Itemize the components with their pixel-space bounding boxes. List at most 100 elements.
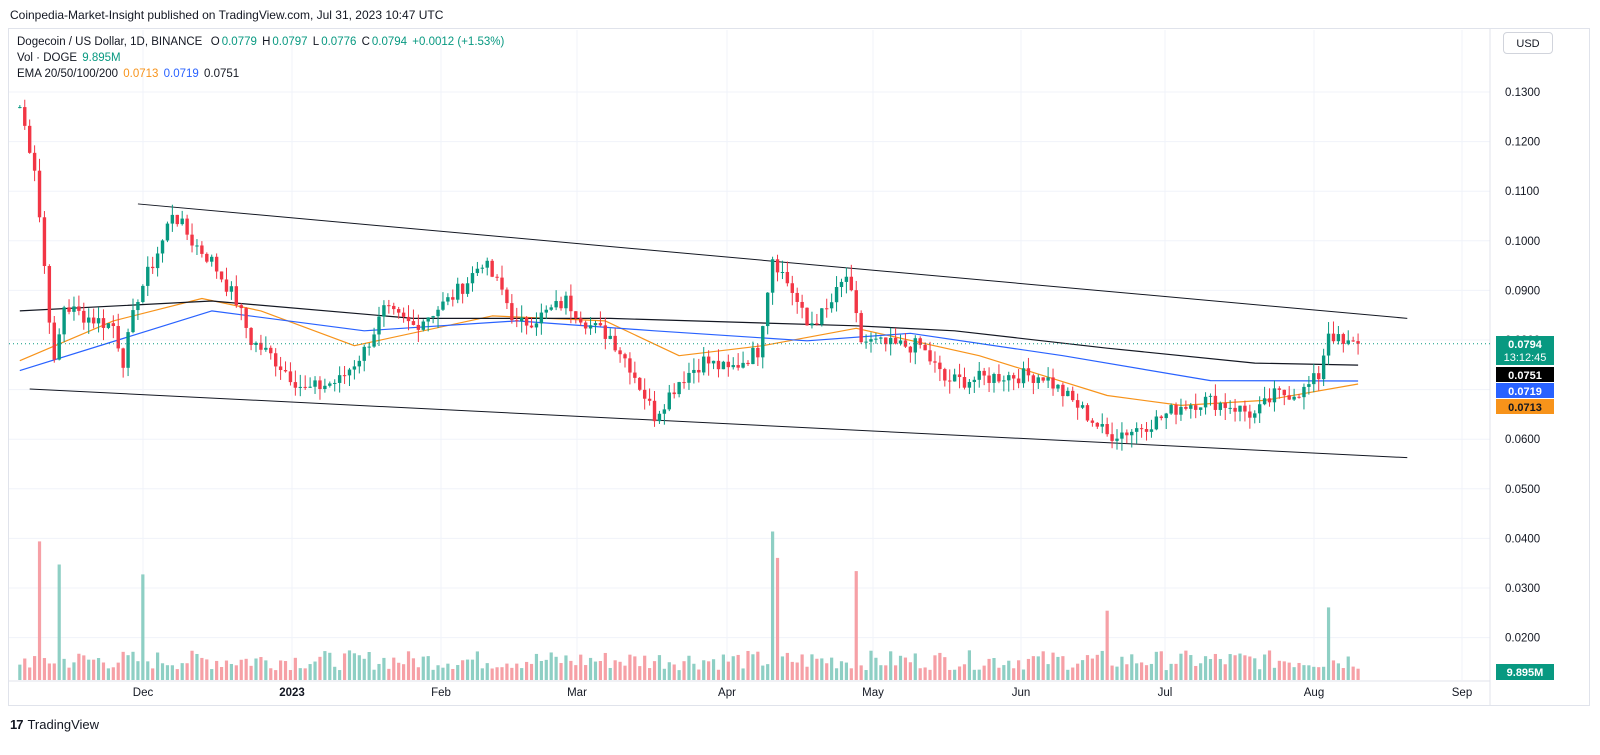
candle-body <box>1223 402 1227 408</box>
candle-body <box>534 323 539 328</box>
candle-body <box>1213 395 1218 410</box>
low-label: L <box>312 36 320 48</box>
candle-body <box>1144 429 1149 432</box>
volume-bar <box>1080 660 1085 680</box>
volume-bar <box>574 665 578 680</box>
volume-bar <box>623 665 627 680</box>
candle-body <box>460 283 465 294</box>
candle-body <box>657 413 662 422</box>
candle-body <box>23 107 27 126</box>
time-tick-label: Jun <box>1012 687 1031 699</box>
candle-body <box>992 374 996 383</box>
volume-bar <box>87 659 91 680</box>
price-tick-label: 0.0900 <box>1505 285 1540 297</box>
candle-body <box>780 271 785 273</box>
volume-bar <box>657 655 662 680</box>
volume-bar <box>805 666 809 680</box>
candle-body <box>593 323 598 326</box>
volume-bar <box>111 667 115 680</box>
volume-bar <box>1203 656 1208 680</box>
volume-bar <box>544 659 548 680</box>
volume-bar <box>746 650 750 680</box>
volume-bar <box>928 669 932 680</box>
volume-bar <box>652 661 657 680</box>
currency-button[interactable]: USD <box>1503 32 1553 54</box>
volume-bar <box>992 658 996 680</box>
candle-body <box>224 279 229 292</box>
volume-bar <box>923 667 927 680</box>
candle-body <box>426 317 430 322</box>
volume-bar <box>1287 662 1291 680</box>
candle-body <box>770 259 775 293</box>
volume-bar <box>643 655 647 680</box>
volume-bar <box>426 656 430 680</box>
candle-body <box>1272 388 1277 403</box>
candle-body <box>500 277 504 290</box>
volume-bar <box>431 669 435 680</box>
candle-body <box>1169 405 1173 414</box>
lower-channel-line[interactable] <box>29 388 1408 459</box>
volume-bar <box>879 665 883 680</box>
footer: 17 TradingView <box>10 714 99 734</box>
volume-bar <box>62 658 66 680</box>
volume-bar <box>633 656 637 680</box>
candle-body <box>879 337 883 339</box>
candle-body <box>342 375 347 377</box>
candle-body <box>1189 405 1193 409</box>
volume-bar <box>465 659 470 680</box>
volume-bar <box>505 663 509 680</box>
candle-body <box>333 382 337 384</box>
volume-bar <box>190 650 194 680</box>
candle-body <box>864 341 868 343</box>
ema200-price-tag <box>1496 367 1554 382</box>
symbol-name[interactable]: Dogecoin / US Dollar, 1D, BINANCE <box>17 36 203 48</box>
volume-bar <box>1105 610 1109 680</box>
volume-bar <box>702 660 706 680</box>
candle-body <box>785 271 790 284</box>
volume-bar <box>943 657 947 680</box>
volume-bar <box>170 665 174 680</box>
candle-body <box>997 374 1001 382</box>
volume-label[interactable]: Vol · DOGE <box>17 52 78 64</box>
volume-bar <box>1292 667 1296 680</box>
volume-bar <box>790 661 794 680</box>
candle-body <box>1007 375 1011 381</box>
candle-body <box>608 335 612 339</box>
volume-bar <box>1159 651 1163 680</box>
volume-bar <box>780 656 785 680</box>
brand-name[interactable]: TradingView <box>27 716 100 732</box>
candle-body <box>1002 380 1006 382</box>
candle-body <box>190 234 194 246</box>
candle-body <box>623 354 627 359</box>
volume-value: 9.895M <box>82 52 121 64</box>
candle-body <box>795 292 799 302</box>
candle-body <box>854 290 858 314</box>
volume-bar <box>421 656 425 680</box>
ema100-line <box>19 310 1359 382</box>
volume-bar <box>756 651 760 680</box>
candle-body <box>529 325 534 328</box>
volume-bar <box>603 652 607 680</box>
candle-body <box>273 353 278 367</box>
candle-body <box>1154 416 1159 430</box>
candle-body <box>820 308 824 325</box>
candle-body <box>126 332 130 368</box>
volume-bar <box>1356 668 1360 680</box>
volume-bar <box>593 661 598 680</box>
candle-body <box>62 307 66 335</box>
candle-body <box>746 362 750 365</box>
candle-body <box>288 371 293 383</box>
candle-body <box>583 322 588 329</box>
volume-bar <box>987 658 991 680</box>
volume-bar <box>588 657 593 680</box>
candle-body <box>141 285 145 303</box>
candle-body <box>47 266 52 323</box>
volume-bar <box>342 653 347 680</box>
volume-bar <box>736 654 740 680</box>
ema-label[interactable]: EMA 20/50/100/200 <box>17 68 119 80</box>
candle-body <box>244 308 248 328</box>
volume-bar <box>52 663 56 680</box>
candle-body <box>195 245 199 247</box>
volume-bar <box>869 650 873 680</box>
